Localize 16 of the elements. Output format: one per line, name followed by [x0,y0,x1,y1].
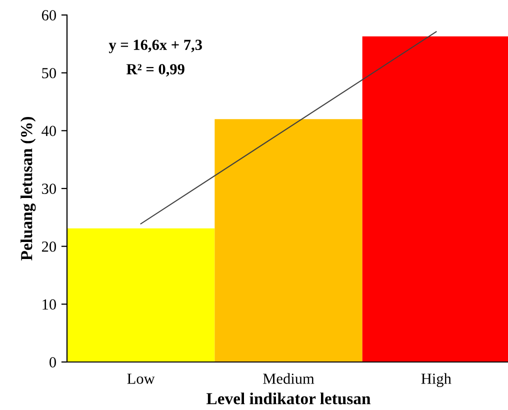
x-tick-label: High [421,373,452,388]
annotation: y = 16,6x + 7,3 [108,40,202,54]
x-axis-title: Level indikator letusan [206,392,371,404]
y-tick-label: 30 [42,184,56,194]
bar [214,119,362,362]
y-tick-label: 40 [42,126,56,136]
x-tick-label: Low [127,374,155,384]
y-axis-title: Peluang letusan (%) [20,117,36,260]
y-tick-label: 0 [50,357,56,368]
x-tick-label: Medium [263,373,314,384]
y-tick-label: 20 [42,241,56,252]
y-tick-label: 60 [42,10,56,20]
annotation: R² = 0,99 [126,64,184,77]
bar [67,228,215,362]
y-tick-label: 50 [42,68,56,78]
y-tick-label: 10 [42,299,56,310]
